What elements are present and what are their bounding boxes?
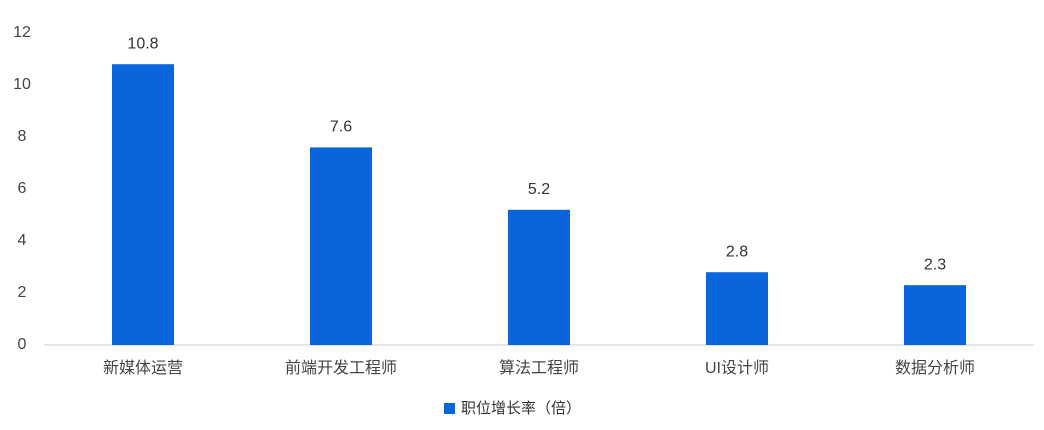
data-label: 2.8 [726, 243, 748, 260]
bar [706, 272, 768, 345]
data-label: 5.2 [528, 181, 550, 198]
data-label: 10.8 [127, 35, 158, 52]
y-tick-label: 10 [13, 76, 31, 93]
x-tick-label: UI设计师 [705, 359, 769, 377]
x-tick-label: 数据分析师 [895, 359, 975, 377]
data-label: 7.6 [330, 119, 352, 136]
y-tick-label: 2 [18, 284, 27, 301]
bar [508, 209, 570, 345]
data-label: 2.3 [924, 256, 946, 273]
x-tick-label: 新媒体运营 [103, 359, 183, 377]
y-tick-label: 12 [13, 24, 31, 41]
bar [112, 64, 174, 345]
legend-swatch [444, 403, 455, 414]
y-tick-label: 0 [18, 336, 27, 353]
x-tick-label: 前端开发工程师 [285, 359, 397, 377]
legend-label: 职位增长率（倍） [461, 400, 581, 417]
x-tick-label: 算法工程师 [499, 358, 579, 377]
y-tick-label: 6 [18, 180, 27, 197]
y-tick-label: 4 [18, 232, 27, 249]
bar [904, 285, 966, 345]
y-tick-label: 8 [18, 128, 27, 145]
bar [310, 147, 372, 345]
